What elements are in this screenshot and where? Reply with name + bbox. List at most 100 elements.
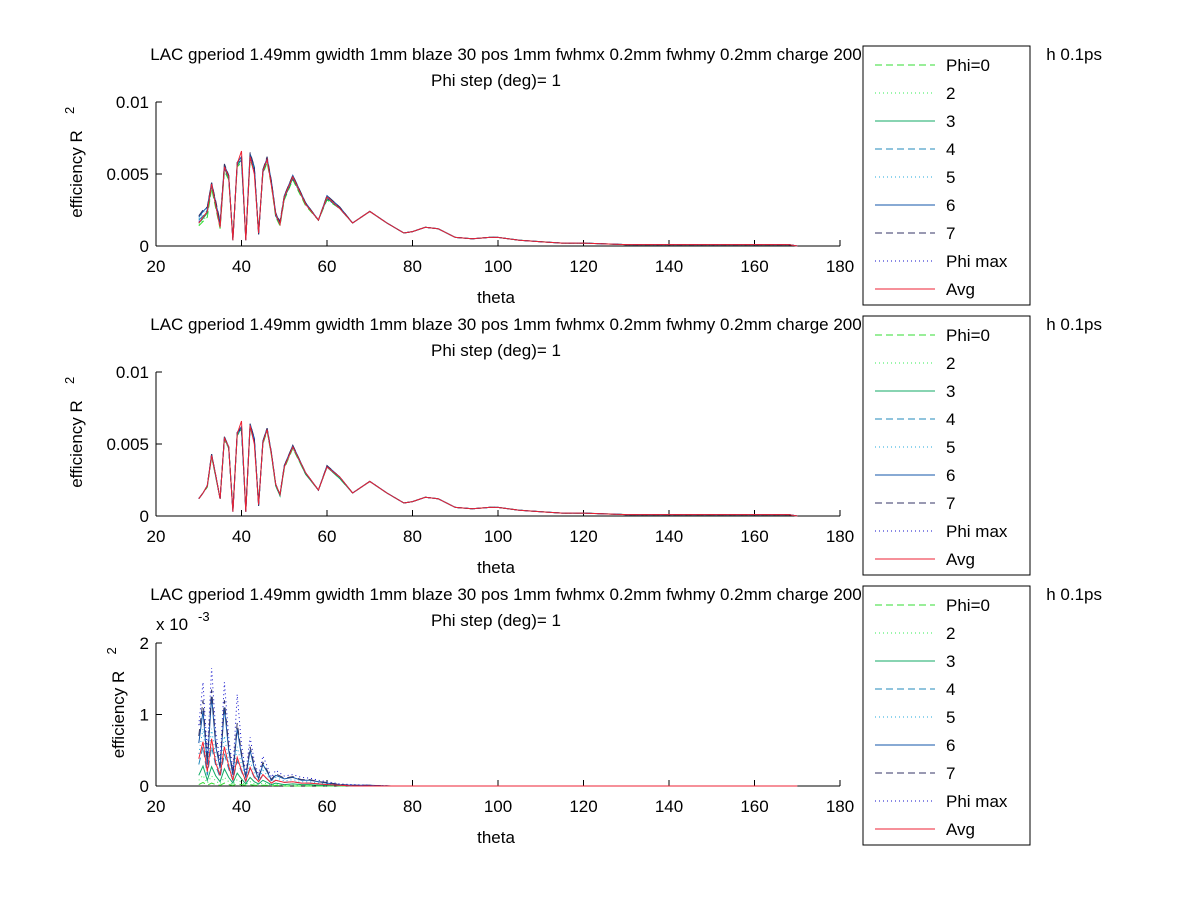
series-line-5 bbox=[198, 153, 798, 247]
legend-label: Phi=0 bbox=[946, 326, 990, 345]
x-tick-label: 120 bbox=[569, 257, 597, 276]
series-line-5 bbox=[198, 728, 798, 787]
x-tick-label: 180 bbox=[826, 797, 854, 816]
series-line-3 bbox=[198, 426, 798, 517]
x-tick-label: 160 bbox=[740, 797, 768, 816]
chart-title-tail: h 0.1ps bbox=[1046, 585, 1102, 604]
x-tick-label: 80 bbox=[403, 797, 422, 816]
legend-label: 4 bbox=[946, 410, 955, 429]
chart-title: LAC gperiod 1.49mm gwidth 1mm blaze 30 p… bbox=[150, 315, 861, 334]
legend-label: 6 bbox=[946, 736, 955, 755]
x-tick-label: 80 bbox=[403, 527, 422, 546]
legend-label: 5 bbox=[946, 438, 955, 457]
series-line-2 bbox=[198, 158, 798, 247]
chart-subtitle: Phi step (deg)= 1 bbox=[431, 341, 561, 360]
x-tick-label: 180 bbox=[826, 527, 854, 546]
legend-label: 4 bbox=[946, 680, 955, 699]
legend-label: 7 bbox=[946, 494, 955, 513]
legend-label: Phi max bbox=[946, 252, 1008, 271]
series-group bbox=[198, 150, 798, 247]
x-tick-label: 120 bbox=[569, 797, 597, 816]
legend-label: 6 bbox=[946, 466, 955, 485]
legend-label: 2 bbox=[946, 84, 955, 103]
y-exponent-label: x 10 bbox=[156, 615, 188, 634]
series-line-2 bbox=[198, 774, 798, 787]
y-axis-label: efficiency R bbox=[109, 671, 128, 759]
x-axis-label: theta bbox=[477, 288, 515, 307]
legend-box bbox=[862, 585, 1031, 846]
legend-label: 6 bbox=[946, 196, 955, 215]
y-axis-label-group: efficiency R 2 bbox=[104, 647, 128, 758]
legend-label: 2 bbox=[946, 624, 955, 643]
chart-subtitle: Phi step (deg)= 1 bbox=[431, 71, 561, 90]
chart-title-tail: h 0.1ps bbox=[1046, 315, 1102, 334]
subplot-1: LAC gperiod 1.49mm gwidth 1mm blaze 30 p… bbox=[62, 45, 1102, 307]
legend-label: Avg bbox=[946, 820, 975, 839]
legend-label: 3 bbox=[946, 382, 955, 401]
x-tick-label: 80 bbox=[403, 257, 422, 276]
legend-label: 3 bbox=[946, 112, 955, 131]
chart-title-tail: h 0.1ps bbox=[1046, 45, 1102, 64]
series-line-6 bbox=[198, 153, 798, 247]
y-axis-label-sup: 2 bbox=[62, 107, 77, 114]
series-line-7 bbox=[198, 152, 798, 247]
y-tick-label: 1 bbox=[140, 706, 149, 725]
x-tick-label: 60 bbox=[318, 527, 337, 546]
series-line-8 bbox=[198, 667, 798, 787]
x-tick-label: 180 bbox=[826, 257, 854, 276]
legend-label: Avg bbox=[946, 280, 975, 299]
x-tick-label: 140 bbox=[655, 527, 683, 546]
y-tick-label: 0 bbox=[140, 237, 149, 256]
series-line-6 bbox=[198, 696, 798, 787]
x-tick-label: 140 bbox=[655, 797, 683, 816]
x-tick-label: 20 bbox=[147, 257, 166, 276]
chart-subtitle: Phi step (deg)= 1 bbox=[431, 611, 561, 630]
x-tick-label: 100 bbox=[484, 527, 512, 546]
legend-label: Avg bbox=[946, 550, 975, 569]
legend-label: 5 bbox=[946, 708, 955, 727]
x-tick-label: 20 bbox=[147, 527, 166, 546]
legend-label: 2 bbox=[946, 354, 955, 373]
y-axis-label-sup: 2 bbox=[62, 377, 77, 384]
y-axis-label-group: efficiency R 2 bbox=[62, 377, 86, 488]
y-axis-label-group: efficiency R 2 bbox=[62, 107, 86, 218]
series-line-3 bbox=[198, 156, 798, 247]
chart-title: LAC gperiod 1.49mm gwidth 1mm blaze 30 p… bbox=[150, 45, 861, 64]
legend-label: 7 bbox=[946, 764, 955, 783]
legend-label: Phi=0 bbox=[946, 596, 990, 615]
series-line-1 bbox=[198, 428, 798, 517]
y-tick-label: 0.01 bbox=[116, 363, 149, 382]
x-tick-label: 160 bbox=[740, 527, 768, 546]
chart-title: LAC gperiod 1.49mm gwidth 1mm blaze 30 p… bbox=[150, 585, 861, 604]
x-tick-label: 100 bbox=[484, 257, 512, 276]
legend-label: Phi max bbox=[946, 522, 1008, 541]
legend-label: 5 bbox=[946, 168, 955, 187]
series-line-7 bbox=[198, 423, 798, 517]
legend: Phi=0 2 3 4 5 6 7 Phi max Avg bbox=[862, 315, 1031, 576]
series-group bbox=[198, 667, 798, 787]
y-tick-label: 0 bbox=[140, 507, 149, 526]
series-line-6 bbox=[198, 423, 798, 517]
series-line-2 bbox=[198, 428, 798, 517]
x-tick-label: 100 bbox=[484, 797, 512, 816]
series-line-4 bbox=[198, 155, 798, 247]
subplot-3: LAC gperiod 1.49mm gwidth 1mm blaze 30 p… bbox=[104, 585, 1102, 847]
series-line-9 bbox=[198, 738, 798, 787]
series-line-9 bbox=[198, 420, 798, 517]
series-line-8 bbox=[198, 156, 798, 247]
x-tick-label: 40 bbox=[232, 797, 251, 816]
y-tick-label: 0.01 bbox=[116, 93, 149, 112]
legend-label: Phi max bbox=[946, 792, 1008, 811]
y-tick-label: 0 bbox=[140, 777, 149, 796]
legend: Phi=0 2 3 4 5 6 7 Phi max Avg bbox=[862, 45, 1031, 306]
x-tick-label: 60 bbox=[318, 257, 337, 276]
legend-label: 7 bbox=[946, 224, 955, 243]
x-axis-label: theta bbox=[477, 828, 515, 847]
x-tick-label: 40 bbox=[232, 527, 251, 546]
y-axis-label-sup: 2 bbox=[104, 647, 119, 654]
series-line-4 bbox=[198, 425, 798, 517]
y-tick-label: 0.005 bbox=[106, 165, 149, 184]
series-line-9 bbox=[198, 150, 798, 247]
y-exponent-sup: -3 bbox=[198, 609, 210, 624]
